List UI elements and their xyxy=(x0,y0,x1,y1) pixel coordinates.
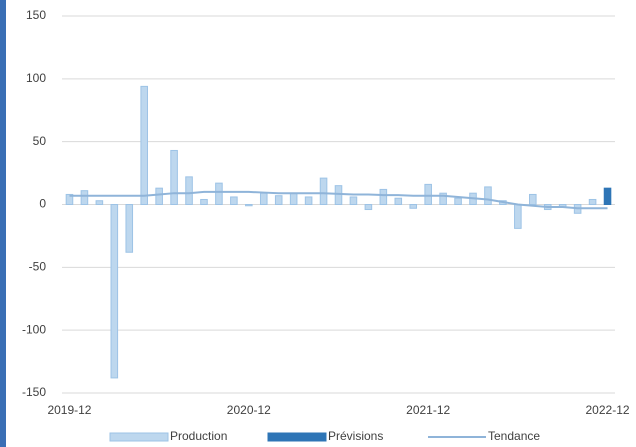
bar xyxy=(603,187,612,205)
legend-swatch xyxy=(109,432,169,442)
legend-label: Tendance xyxy=(488,429,540,443)
bar xyxy=(259,192,268,206)
bar xyxy=(274,195,283,206)
y-tick-label: -50 xyxy=(29,260,47,274)
bar xyxy=(155,187,163,205)
x-tick-label: 2020-12 xyxy=(227,403,271,417)
bar xyxy=(529,193,537,206)
bar xyxy=(439,192,447,206)
y-tick-label: 100 xyxy=(26,71,46,85)
y-tick-label: 0 xyxy=(39,197,46,211)
bar xyxy=(110,204,119,379)
bar xyxy=(230,196,238,206)
bar xyxy=(80,190,89,205)
bar xyxy=(245,204,253,207)
y-tick-label: 50 xyxy=(33,134,47,148)
bar xyxy=(424,183,432,205)
bar xyxy=(364,204,373,211)
y-tick-label: -150 xyxy=(22,385,46,399)
bar xyxy=(514,204,522,229)
bar xyxy=(140,85,148,205)
bar xyxy=(409,204,418,209)
legend-label: Prévisions xyxy=(328,429,383,443)
x-tick-label: 2022-12 xyxy=(586,403,630,417)
x-tick-label: 2019-12 xyxy=(47,403,91,417)
bar xyxy=(170,149,178,205)
bar xyxy=(484,186,492,205)
bar xyxy=(304,196,313,206)
bar xyxy=(289,192,298,206)
bar xyxy=(334,185,343,205)
bar xyxy=(379,188,388,205)
x-tick-label: 2021-12 xyxy=(406,403,450,417)
bar xyxy=(394,197,403,205)
bar xyxy=(349,196,358,206)
bar xyxy=(588,198,597,205)
bar xyxy=(185,176,193,205)
bar xyxy=(200,198,208,205)
bar xyxy=(319,177,328,205)
bar xyxy=(215,182,223,206)
bar xyxy=(65,193,74,206)
y-tick-label: 150 xyxy=(26,8,46,22)
legend-swatch xyxy=(267,432,327,442)
trend-line xyxy=(69,190,608,210)
bar xyxy=(125,204,134,253)
frame-edge xyxy=(0,0,6,447)
legend-label: Production xyxy=(170,429,227,443)
bar xyxy=(95,200,104,205)
bar xyxy=(454,197,462,205)
y-tick-label: -100 xyxy=(22,322,46,336)
